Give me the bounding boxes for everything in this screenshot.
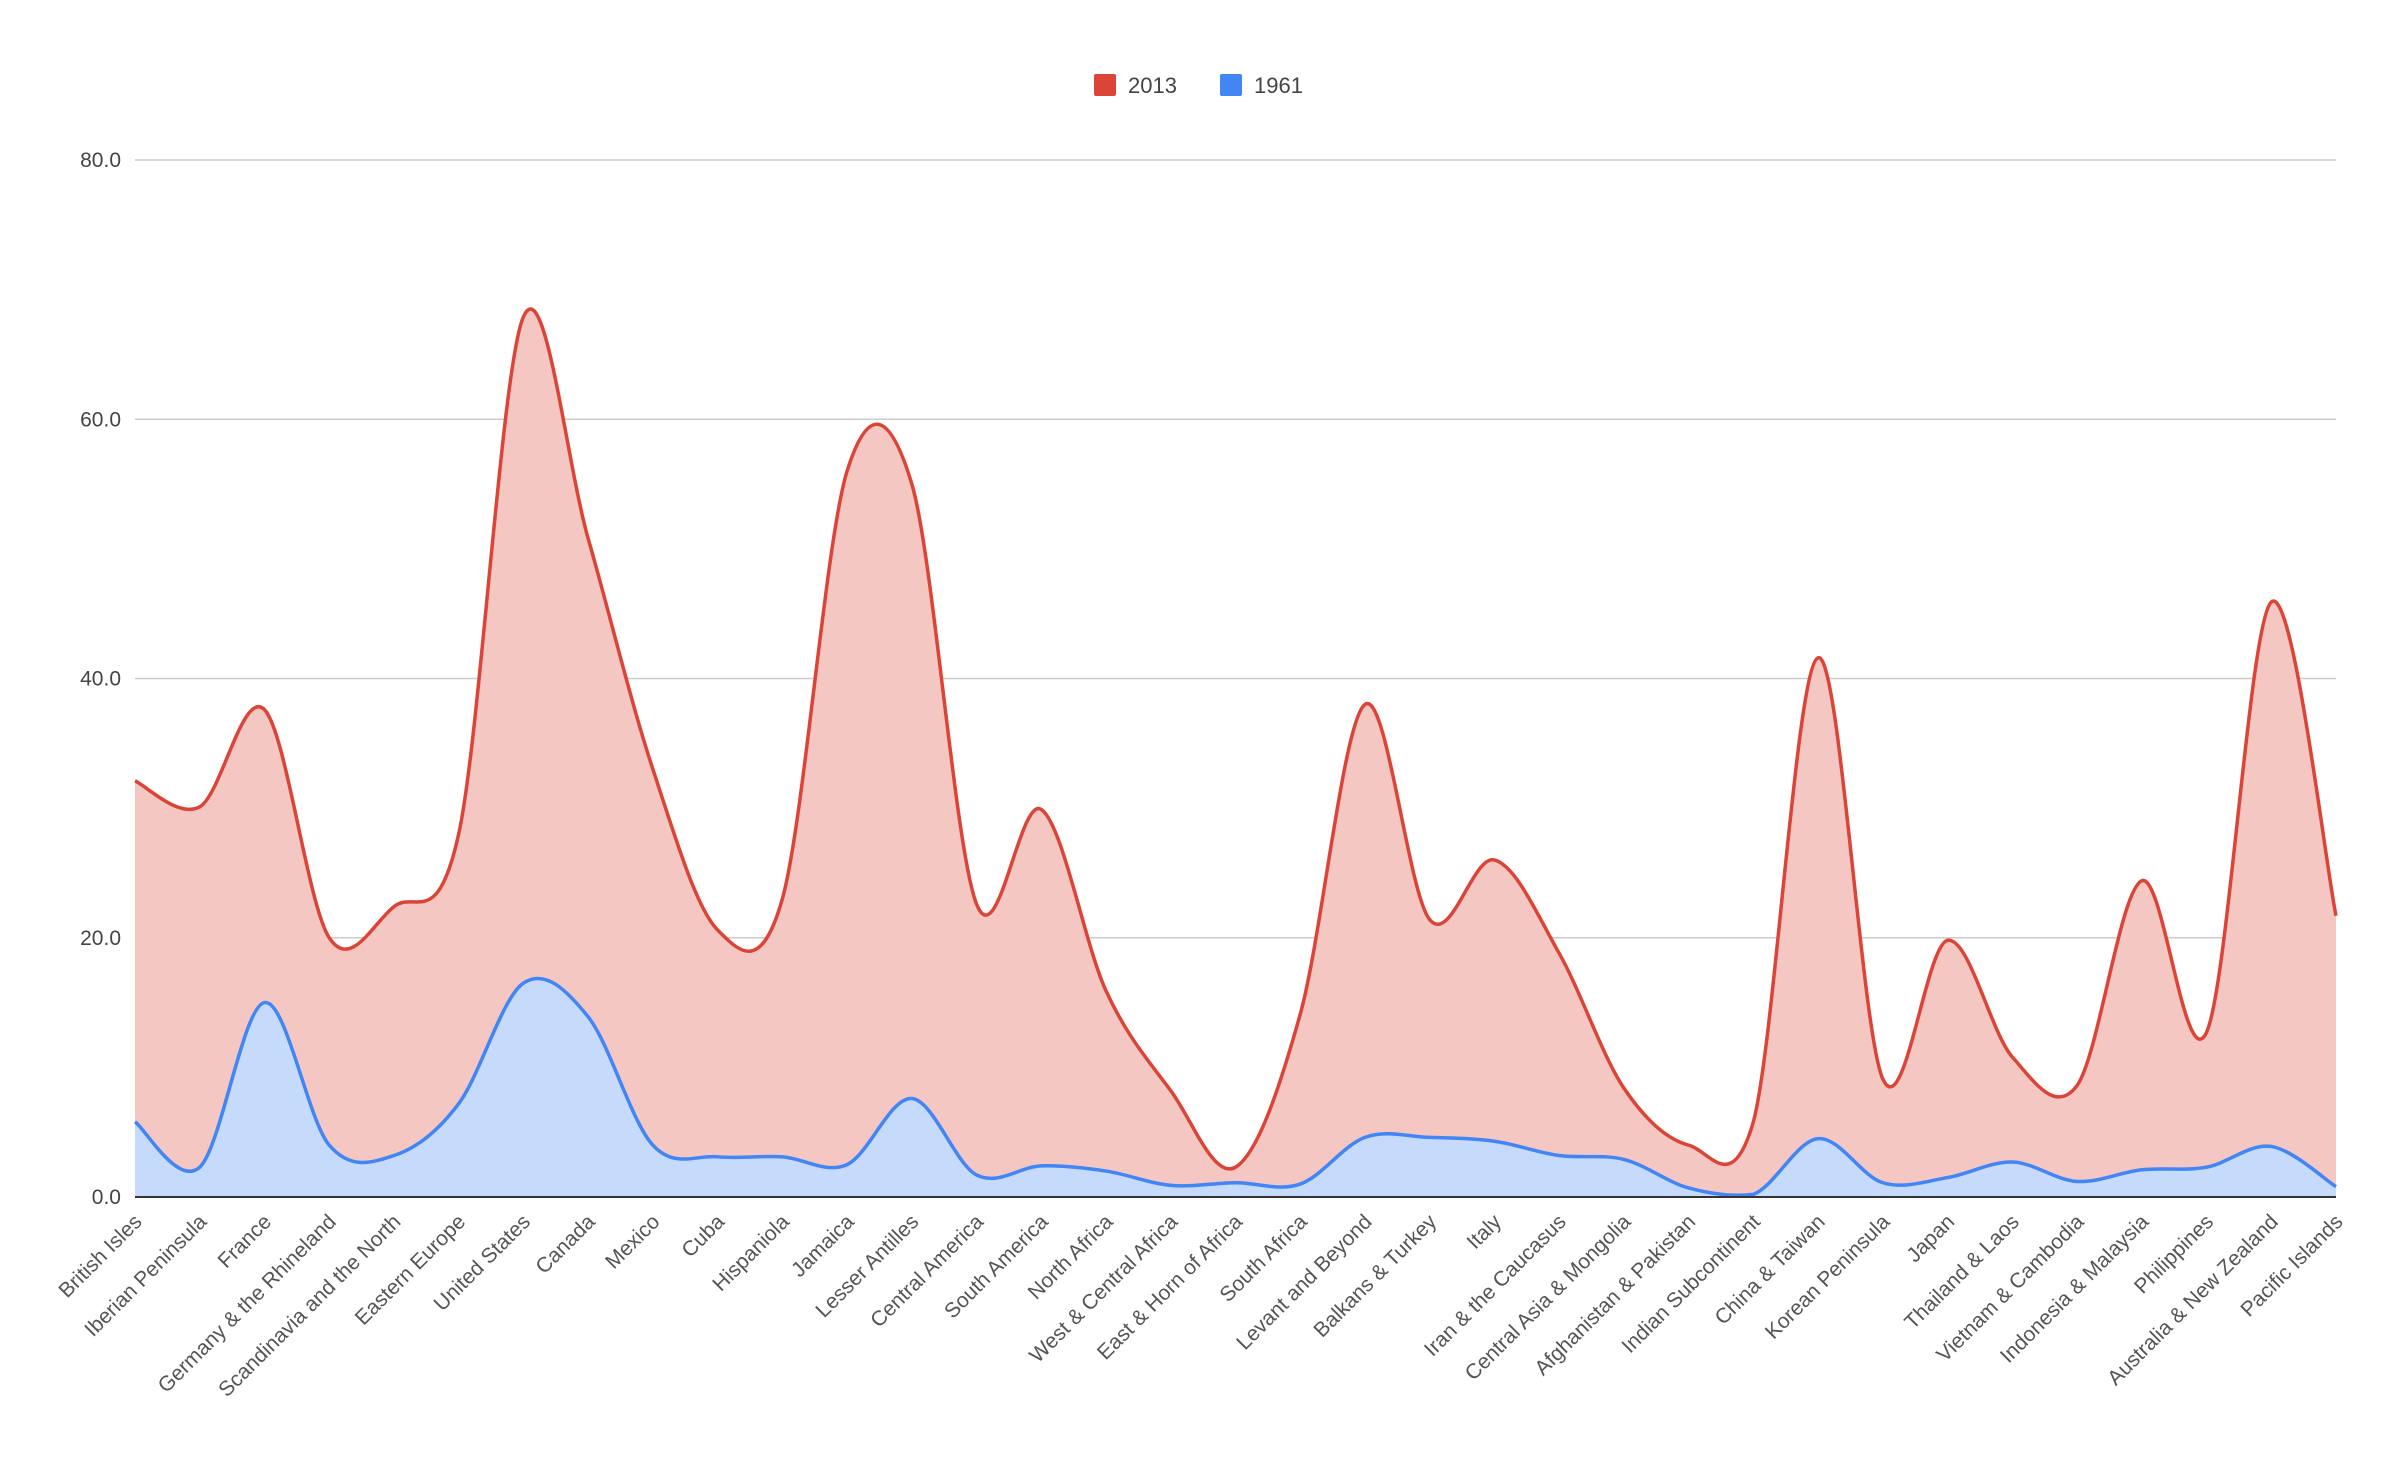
legend: 2013 1961 [1094,73,1303,98]
x-tick-label: Cuba [677,1210,729,1262]
legend-label: 1961 [1254,73,1303,98]
y-axis-ticks: 0.0 20.0 40.0 60.0 80.0 [80,149,121,1209]
x-tick-label: Mexico [601,1210,664,1273]
y-tick-label: 80.0 [80,149,121,172]
line-2013 [134,307,2338,1171]
x-tick-label: Canada [531,1210,600,1279]
x-tick-label: Japan [1902,1210,1959,1267]
area-1961 [135,978,2336,1197]
x-tick-label: Korean Peninsula [1761,1210,1895,1344]
x-tick-label: Central America [866,1210,988,1332]
x-tick-label: Italy [1462,1210,1506,1254]
legend-label: 2013 [1128,73,1177,98]
x-tick-label: France [214,1210,276,1272]
series-areas [133,307,2338,1198]
area-2013 [135,308,2336,1197]
y-tick-label: 60.0 [80,408,121,431]
x-tick-label: Balkans & Turkey [1309,1210,1441,1342]
x-tick-label: China & Taiwan [1710,1210,1829,1329]
legend-swatch-2013 [1094,74,1116,96]
y-tick-label: 0.0 [92,1186,121,1209]
y-tick-label: 40.0 [80,668,121,691]
y-tick-label: 20.0 [80,927,121,950]
x-tick-label: Eastern Europe [351,1210,470,1329]
legend-swatch-1961 [1220,74,1242,96]
line-1961 [133,976,2337,1198]
x-tick-label: Iberian Peninsula [80,1210,211,1341]
x-tick-label: Thailand & Laos [1900,1210,2024,1334]
